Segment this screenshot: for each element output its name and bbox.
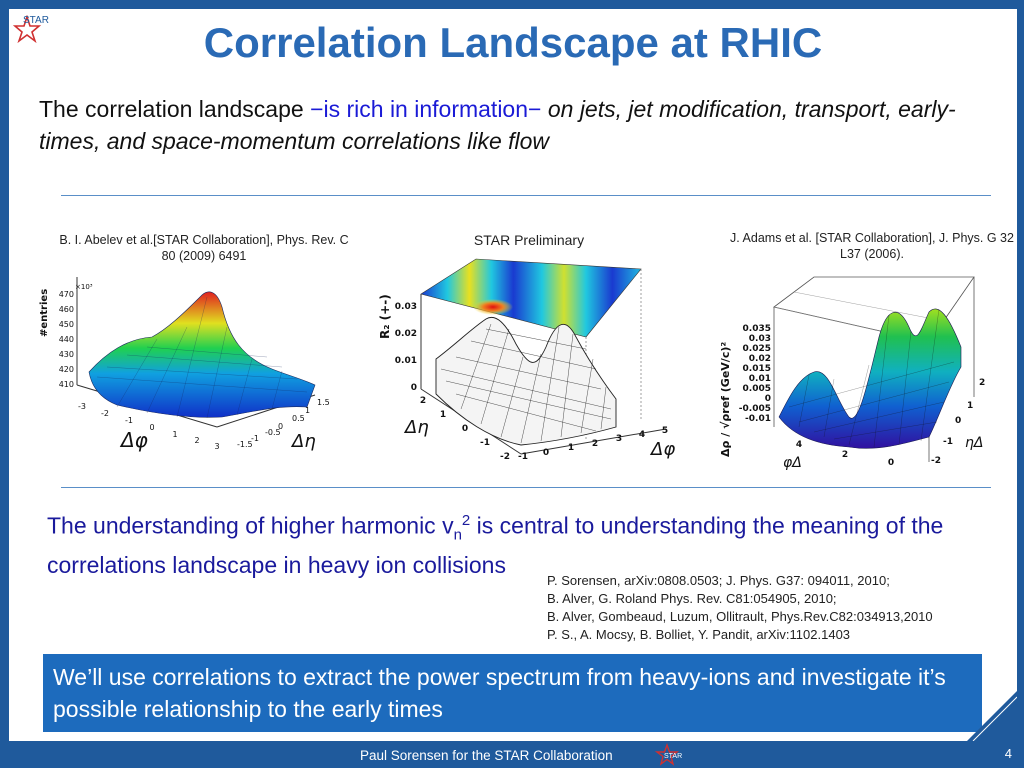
middle-deta-tick: -1 bbox=[480, 438, 490, 448]
statement-after: is central to understanding the meaning … bbox=[47, 512, 944, 579]
statement-superscript: 2 bbox=[461, 512, 471, 529]
left-x-label: Δφ bbox=[119, 428, 148, 452]
middle-x-label: Δφ bbox=[649, 439, 675, 460]
star-logo-icon bbox=[13, 15, 42, 44]
reference-item: B. Alver, G. Roland Phys. Rev. C81:05490… bbox=[547, 591, 837, 606]
right-eta-tick: 0 bbox=[955, 416, 961, 426]
middle-deta-tick: 0 bbox=[462, 424, 468, 434]
middle-y-tick: 0.03 bbox=[395, 302, 417, 312]
middle-z-label: Δη bbox=[403, 417, 429, 438]
left-deta-tick: 0 bbox=[278, 422, 283, 431]
references-list: P. Sorensen, arXiv:0808.0503; J. Phys. G… bbox=[547, 572, 1017, 644]
right-eta-tick: 1 bbox=[967, 401, 973, 411]
middle-deta-tick: 1 bbox=[440, 410, 446, 420]
right-y-tick: 0.03 bbox=[749, 334, 771, 344]
left-deta-tick: -0.5 bbox=[265, 428, 281, 437]
footer-text: Paul Sorensen for the STAR Collaboration bbox=[360, 748, 613, 763]
middle-y-tick: 0 bbox=[411, 383, 417, 393]
left-deta-tick: 0.5 bbox=[292, 414, 305, 423]
left-y-tick: 420 bbox=[59, 365, 74, 374]
star-logo-text: STAR bbox=[23, 15, 49, 26]
left-deta-tick: 1.5 bbox=[317, 398, 330, 407]
left-deta-tick: -1 bbox=[251, 434, 259, 443]
right-eta-tick: 2 bbox=[979, 378, 985, 388]
left-deta-tick: 1 bbox=[305, 406, 310, 415]
right-phi-tick: 0 bbox=[888, 458, 894, 468]
intro-part-1: The correlation landscape bbox=[39, 96, 311, 122]
left-dphi-tick: 3 bbox=[214, 442, 219, 451]
left-y-tick: 430 bbox=[59, 350, 74, 359]
left-dphi-tick: -1 bbox=[125, 416, 133, 425]
right-y-tick: -0.01 bbox=[745, 414, 771, 424]
middle-dphi-tick: 3 bbox=[616, 434, 622, 444]
right-y-tick: 0.005 bbox=[743, 384, 771, 394]
footer: Paul Sorensen for the STAR Collaboration… bbox=[0, 741, 1024, 768]
right-correlation-plot: Δρ / √ρref (GeV/c)² 0.035 0.03 0.025 0.0… bbox=[719, 276, 985, 471]
middle-y-label: R₂ (+-) bbox=[378, 294, 392, 339]
middle-dphi-tick: -1 bbox=[518, 452, 528, 462]
right-y-tick: 0.035 bbox=[743, 324, 771, 334]
middle-y-tick: 0.02 bbox=[395, 329, 417, 339]
right-y-tick: 0 bbox=[765, 394, 771, 404]
divider-bottom bbox=[61, 487, 991, 488]
statement-before: The understanding of higher harmonic v bbox=[47, 512, 454, 539]
right-z-label: ηΔ bbox=[965, 435, 983, 451]
right-eta-tick: -2 bbox=[931, 456, 941, 466]
left-deta-tick: -1.5 bbox=[237, 440, 253, 449]
right-y-tick: -0.005 bbox=[739, 404, 771, 414]
middle-dphi-tick: 5 bbox=[662, 426, 668, 436]
middle-dphi-tick: 0 bbox=[543, 448, 549, 458]
intro-part-3: on jets, jet modification, transport, ea… bbox=[39, 96, 956, 154]
right-x-label: φΔ bbox=[783, 455, 802, 471]
left-figure-caption: B. I. Abelev et al.[STAR Collaboration],… bbox=[59, 233, 349, 263]
slide-title: Correlation Landscape at RHIC bbox=[203, 19, 823, 66]
intro-text: The correlation landscape −is rich in in… bbox=[39, 93, 999, 157]
left-dphi-tick: -3 bbox=[78, 402, 86, 411]
left-exponent: ×10³ bbox=[75, 283, 93, 291]
left-z-label: Δη bbox=[290, 431, 316, 452]
left-y-tick: 410 bbox=[59, 380, 74, 389]
reference-item: P. Sorensen, arXiv:0808.0503; J. Phys. G… bbox=[547, 573, 890, 588]
middle-correlation-plot: R₂ (+-) 0.03 0.02 0.01 0 2 1 0 -1 -2 -1 … bbox=[378, 258, 675, 462]
harmonic-statement: The understanding of higher harmonic vn2… bbox=[47, 505, 987, 581]
footer-logo-text: STAR bbox=[664, 753, 682, 760]
middle-deta-tick: -2 bbox=[500, 452, 510, 462]
middle-y-tick: 0.01 bbox=[395, 356, 417, 366]
middle-dphi-tick: 4 bbox=[639, 430, 645, 440]
right-y-label: Δρ / √ρref (GeV/c)² bbox=[719, 342, 732, 457]
intro-highlight: −is rich in information− bbox=[310, 96, 542, 122]
left-y-tick: 460 bbox=[59, 305, 74, 314]
left-dphi-tick: 0 bbox=[149, 423, 154, 432]
right-y-tick: 0.02 bbox=[749, 354, 771, 364]
page-number: 4 bbox=[1004, 746, 1012, 761]
callout-text: We’ll use correlations to extract the po… bbox=[53, 664, 946, 722]
divider-top bbox=[61, 195, 991, 196]
right-y-tick: 0.01 bbox=[749, 374, 771, 384]
left-y-tick: 450 bbox=[59, 320, 74, 329]
right-phi-tick: 4 bbox=[796, 440, 802, 450]
slide: STAR Correlation Landscape at RHIC The c… bbox=[9, 9, 1017, 741]
left-dphi-tick: 1 bbox=[172, 430, 177, 439]
footer-star-logo-icon: STAR bbox=[655, 743, 682, 766]
left-dphi-tick: 2 bbox=[194, 436, 199, 445]
right-figure-caption: J. Adams et al. [STAR Collaboration], J.… bbox=[730, 231, 1014, 261]
right-y-tick: 0.025 bbox=[743, 344, 771, 354]
right-eta-tick: -1 bbox=[943, 437, 953, 447]
middle-deta-tick: 2 bbox=[420, 396, 426, 406]
right-phi-tick: 2 bbox=[842, 450, 848, 460]
reference-item: P. S., A. Mocsy, B. Bolliet, Y. Pandit, … bbox=[547, 627, 851, 642]
left-dphi-tick: -2 bbox=[101, 409, 109, 418]
corner-decoration bbox=[967, 691, 1017, 741]
left-y-tick: 440 bbox=[59, 335, 74, 344]
left-correlation-plot: #entries ×10³ 470 460 450 440 430 420 41… bbox=[39, 277, 330, 452]
right-y-tick: 0.015 bbox=[743, 364, 771, 374]
middle-figure-caption: STAR Preliminary bbox=[473, 232, 585, 248]
reference-item: B. Alver, Gombeaud, Luzum, Ollitrault, P… bbox=[547, 609, 933, 624]
middle-dphi-tick: 1 bbox=[568, 443, 574, 453]
left-y-label: #entries bbox=[39, 289, 50, 337]
left-y-tick: 470 bbox=[59, 290, 74, 299]
callout-box: We’ll use correlations to extract the po… bbox=[43, 654, 982, 732]
statement-subscript: n bbox=[453, 526, 462, 544]
middle-dphi-tick: 2 bbox=[592, 439, 598, 449]
